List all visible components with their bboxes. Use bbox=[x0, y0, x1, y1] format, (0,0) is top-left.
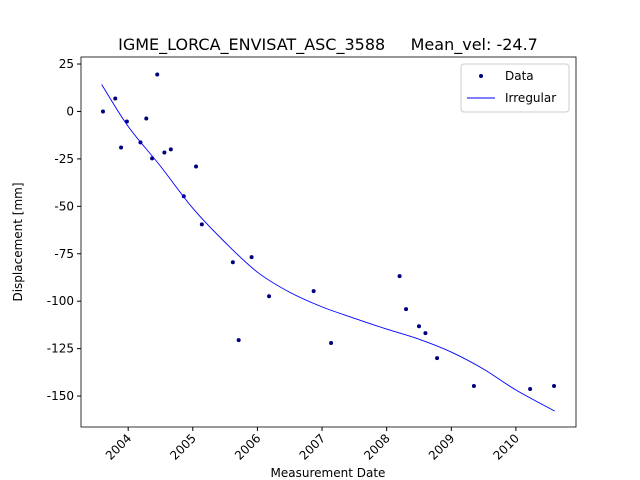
data-point bbox=[155, 72, 160, 77]
data-point bbox=[230, 260, 235, 265]
legend-marker bbox=[479, 74, 483, 78]
y-tick-label: -150 bbox=[47, 389, 74, 403]
data-point bbox=[423, 331, 428, 336]
legend-label: Irregular bbox=[505, 91, 556, 105]
y-tick-label: -125 bbox=[47, 342, 74, 356]
y-axis-label: Displacement [mm] bbox=[11, 182, 25, 301]
y-tick-label: -25 bbox=[54, 152, 74, 166]
data-point bbox=[100, 109, 105, 114]
y-tick-label: 25 bbox=[59, 57, 74, 71]
data-point bbox=[162, 150, 167, 155]
data-point bbox=[528, 387, 533, 392]
data-point bbox=[249, 255, 254, 260]
fit-line bbox=[101, 84, 555, 412]
legend-box bbox=[460, 63, 570, 113]
x-tick-label: 2010 bbox=[491, 431, 522, 462]
chart-title: IGME_LORCA_ENVISAT_ASC_3588 Mean_vel: -2… bbox=[118, 35, 538, 55]
data-point bbox=[329, 340, 334, 345]
x-tick-label: 2006 bbox=[232, 431, 263, 462]
x-tick-label: 2004 bbox=[103, 431, 134, 462]
data-point bbox=[552, 384, 557, 389]
x-tick-label: 2008 bbox=[361, 431, 392, 462]
data-point bbox=[267, 294, 272, 299]
y-tick-label: -75 bbox=[54, 247, 74, 261]
data-point bbox=[471, 384, 476, 389]
y-tick-label: -50 bbox=[54, 199, 74, 213]
data-point bbox=[311, 289, 316, 294]
data-point bbox=[113, 96, 118, 101]
data-point bbox=[119, 145, 124, 150]
data-point bbox=[194, 164, 199, 169]
y-tick-label: -100 bbox=[47, 294, 74, 308]
data-point bbox=[416, 324, 421, 329]
data-point bbox=[435, 356, 440, 361]
y-tick-label: 0 bbox=[66, 104, 74, 118]
x-tick-label: 2007 bbox=[297, 431, 328, 462]
data-point bbox=[144, 116, 149, 121]
x-tick-label: 2005 bbox=[167, 431, 198, 462]
x-tick-label: 2009 bbox=[426, 431, 457, 462]
data-point bbox=[236, 338, 241, 343]
data-point bbox=[199, 222, 204, 227]
data-point bbox=[397, 274, 402, 279]
legend-label: Data bbox=[505, 69, 534, 83]
data-point bbox=[404, 307, 409, 312]
plot-frame bbox=[80, 56, 577, 428]
x-axis-label: Measurement Date bbox=[271, 466, 386, 480]
data-point bbox=[168, 147, 173, 152]
